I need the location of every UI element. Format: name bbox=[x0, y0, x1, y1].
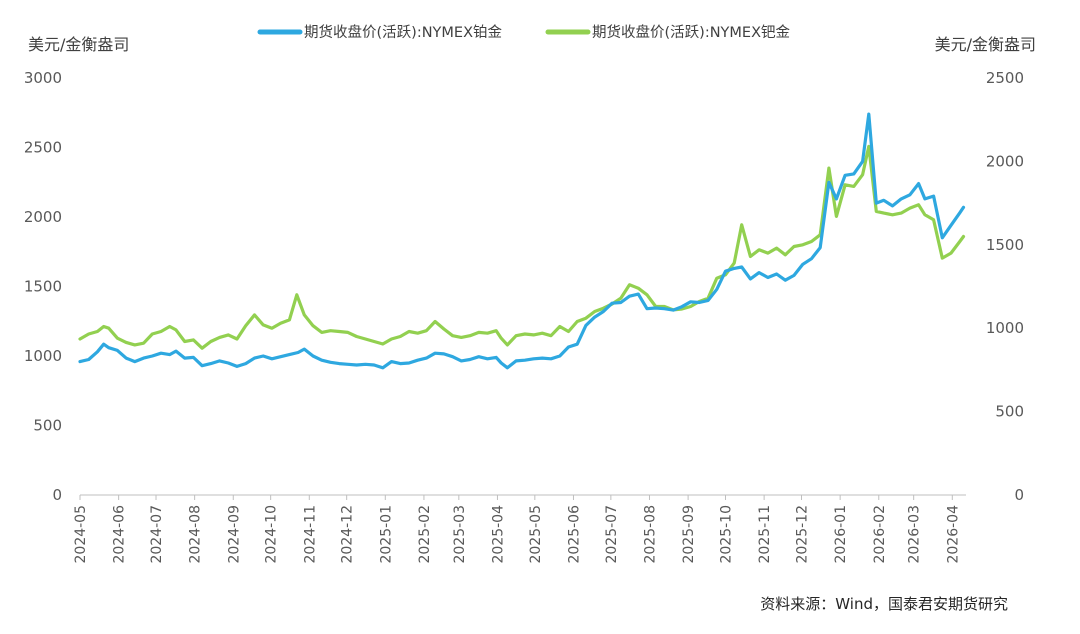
source-note: 资料来源：Wind，国泰君安期货研究 bbox=[760, 595, 1008, 613]
x-tick-label: 2026-02 bbox=[872, 505, 888, 564]
legend: 期货收盘价(活跃):NYMEX铂金 期货收盘价(活跃):NYMEX钯金 bbox=[257, 23, 791, 41]
right-tick-label: 1000 bbox=[986, 319, 1024, 337]
x-tick-label: 2025-09 bbox=[681, 505, 697, 564]
series-layer bbox=[78, 112, 966, 370]
left-tick-label: 1500 bbox=[24, 278, 62, 296]
x-tick-label: 2024-06 bbox=[112, 505, 128, 564]
x-tick-label: 2025-11 bbox=[757, 505, 773, 564]
x-tick-label: 2026-03 bbox=[907, 505, 923, 564]
left-tick-label: 3000 bbox=[24, 69, 62, 87]
left-tick-label: 0 bbox=[52, 486, 62, 504]
right-axis-unit: 美元/金衡盎司 bbox=[935, 35, 1036, 54]
x-tick-label: 2024-11 bbox=[302, 505, 318, 564]
x-tick-label: 2025-06 bbox=[566, 505, 582, 564]
x-tick-label: 2024-08 bbox=[188, 505, 204, 564]
left-tick-label: 500 bbox=[33, 417, 62, 435]
right-axis-ticks: 0 500 1000 1500 2000 2500 bbox=[986, 69, 1024, 504]
x-tick-label: 2025-04 bbox=[490, 505, 506, 564]
series-line-palladium bbox=[78, 144, 966, 350]
x-tick-label: 2024-09 bbox=[226, 505, 242, 564]
x-tick-label: 2025-05 bbox=[528, 505, 544, 564]
series-line-platinum bbox=[78, 112, 966, 370]
legend-label-palladium: 期货收盘价(活跃):NYMEX钯金 bbox=[592, 23, 791, 41]
x-tick-label: 2025-01 bbox=[378, 505, 394, 564]
x-tick-label: 2026-04 bbox=[945, 505, 961, 564]
x-tick-label: 2024-10 bbox=[264, 505, 280, 564]
x-tick-label: 2026-01 bbox=[833, 505, 849, 564]
right-tick-label: 500 bbox=[995, 403, 1024, 421]
x-tick-label: 2025-08 bbox=[642, 505, 658, 564]
x-tick-label: 2025-02 bbox=[417, 505, 433, 564]
x-tick-label: 2024-07 bbox=[149, 505, 165, 564]
x-tick-label: 2025-03 bbox=[452, 505, 468, 563]
right-tick-label: 2500 bbox=[986, 69, 1024, 87]
left-tick-label: 2000 bbox=[24, 208, 62, 226]
x-tick-label: 2024-12 bbox=[340, 505, 356, 564]
x-tick-label: 2025-07 bbox=[604, 505, 620, 564]
x-axis: 2024-05 2024-06 2024-07 2024-08 2024-09 2024-… bbox=[73, 494, 966, 564]
right-tick-label: 2000 bbox=[986, 152, 1024, 170]
legend-item-platinum: 期货收盘价(活跃):NYMEX铂金 bbox=[257, 23, 503, 41]
left-tick-label: 1000 bbox=[24, 347, 62, 365]
right-tick-label: 0 bbox=[1014, 486, 1024, 504]
x-tick-label: 2024-05 bbox=[73, 505, 89, 564]
legend-item-palladium: 期货收盘价(活跃):NYMEX钯金 bbox=[545, 23, 791, 41]
left-tick-label: 2500 bbox=[24, 139, 62, 157]
legend-label-platinum: 期货收盘价(活跃):NYMEX铂金 bbox=[304, 23, 503, 41]
right-tick-label: 1500 bbox=[986, 236, 1024, 254]
left-axis-unit: 美元/金衡盎司 bbox=[28, 35, 129, 54]
left-axis-ticks: 0 500 1000 1500 2000 2500 3000 bbox=[24, 69, 62, 504]
x-tick-label: 2025-12 bbox=[795, 505, 811, 564]
x-tick-label: 2025-10 bbox=[718, 505, 734, 564]
